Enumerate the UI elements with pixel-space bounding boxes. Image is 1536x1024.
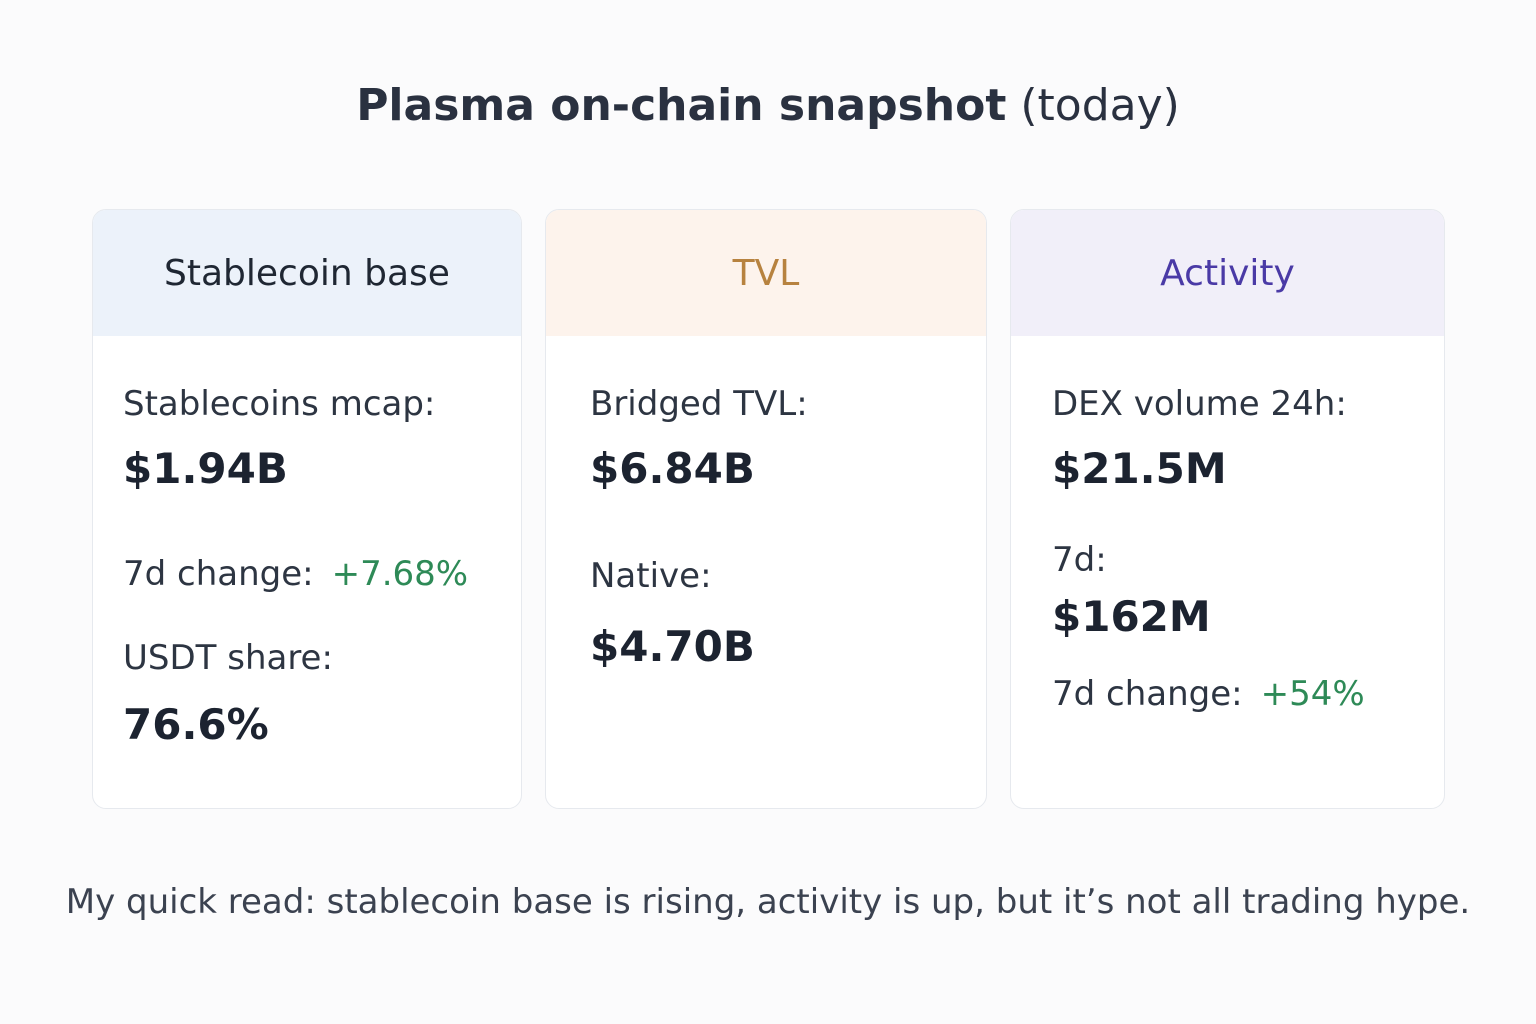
usdt-share-value: 76.6% <box>123 700 269 749</box>
dex-volume-value: $21.5M <box>1052 444 1227 493</box>
activity-card: Activity DEX volume 24h: $21.5M 7d: $162… <box>1010 209 1445 809</box>
seven-day-volume-label: 7d: <box>1052 540 1107 580</box>
page-title-main: Plasma on-chain snapshot <box>356 80 1007 131</box>
bridged-tvl-value: $6.84B <box>590 444 755 493</box>
card-header-stablecoin-base: Stablecoin base <box>93 210 521 336</box>
activity-change-label: 7d change: <box>1052 674 1243 714</box>
page-title: Plasma on-chain snapshot (today) <box>0 80 1536 131</box>
stablecoin-base-card: Stablecoin base Stablecoins mcap: $1.94B… <box>92 209 522 809</box>
stablecoins-mcap-label: Stablecoins mcap: <box>123 384 436 424</box>
card-header-activity: Activity <box>1011 210 1444 336</box>
tvl-card: TVL Bridged TVL: $6.84B Native: $4.70B <box>545 209 987 809</box>
stablecoins-mcap-value: $1.94B <box>123 444 288 493</box>
seven-day-volume-value: $162M <box>1052 592 1211 641</box>
dex-volume-label: DEX volume 24h: <box>1052 384 1347 424</box>
activity-change-row: 7d change: +54% <box>1052 674 1365 714</box>
native-tvl-value: $4.70B <box>590 622 755 671</box>
activity-change-value: +54% <box>1260 674 1365 714</box>
page-title-suffix: (today) <box>1020 80 1180 131</box>
footer-summary: My quick read: stablecoin base is rising… <box>65 882 1471 922</box>
seven-day-change-row: 7d change: +7.68% <box>123 554 468 594</box>
native-tvl-label: Native: <box>590 556 712 596</box>
card-header-tvl: TVL <box>546 210 986 336</box>
bridged-tvl-label: Bridged TVL: <box>590 384 808 424</box>
usdt-share-label: USDT share: <box>123 638 333 678</box>
seven-day-change-value: +7.68% <box>331 554 469 594</box>
seven-day-change-label: 7d change: <box>123 554 314 594</box>
